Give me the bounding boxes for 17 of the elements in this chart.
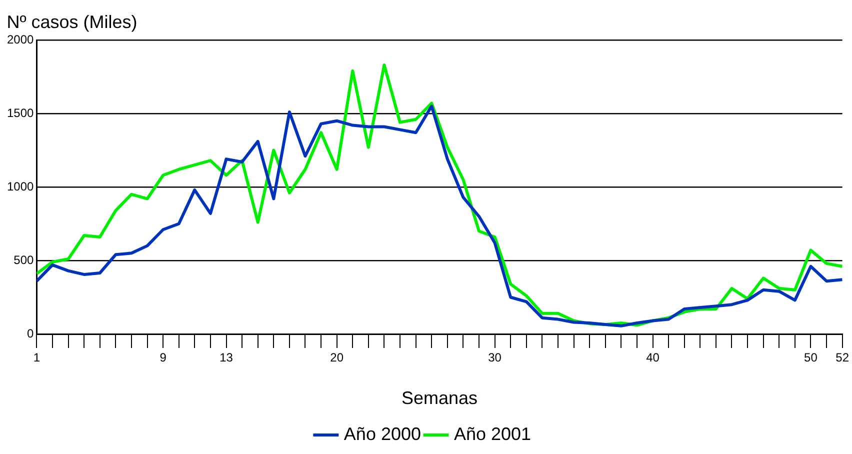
x-axis-title: Semanas [401,388,478,408]
y-axis-title: Nº casos (Miles) [6,12,138,32]
y-tick-label: 1000 [6,179,34,194]
y-tick-label: 0 [27,326,34,340]
legend-label: Año 2001 [454,424,532,444]
y-tick-label: 500 [14,252,34,267]
x-tick-label: 9 [160,350,167,365]
y-tick-label: 1500 [6,106,34,120]
x-tick-label: 40 [646,350,660,365]
y-tick-label: 2000 [6,32,34,46]
x-tick-label: 20 [330,350,344,365]
x-tick-label: 30 [488,350,502,365]
x-tick-label: 50 [804,350,818,365]
legend-label: Año 2000 [344,424,422,444]
x-tick-label: 1 [33,350,40,365]
x-tick-label: 13 [220,350,234,365]
x-tick-label: 52 [836,350,850,365]
